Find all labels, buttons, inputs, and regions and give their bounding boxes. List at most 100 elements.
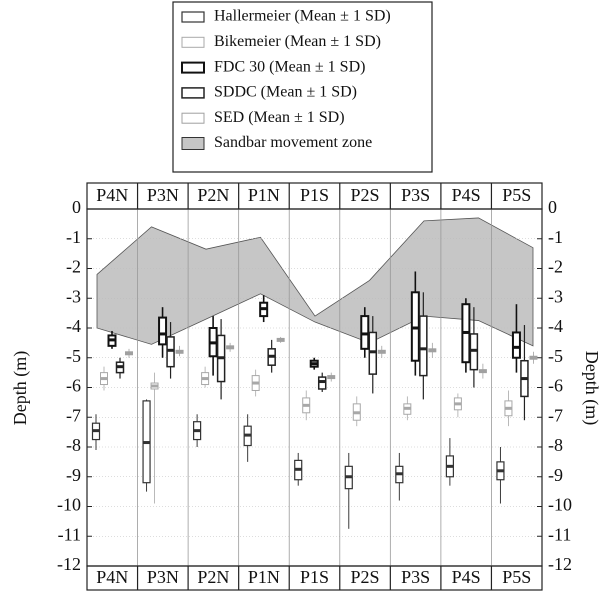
category-label-bottom: P2N: [197, 567, 229, 587]
box: [511, 331, 521, 359]
category-label-top: P3S: [401, 185, 430, 205]
box-plot: [317, 372, 327, 392]
y2-tick-label: -8: [548, 435, 563, 455]
category-label-bottom: P5S: [502, 567, 531, 587]
box-plot: [91, 414, 101, 450]
legend-label: Hallermeier (Mean ± 1 SD): [214, 8, 391, 25]
box-plot: [445, 438, 454, 486]
legend-label: Bikemeier (Mean ± 1 SD): [214, 33, 381, 50]
box-plot: [504, 390, 513, 427]
box-plot: [529, 351, 538, 364]
y-tick-label: 0: [72, 197, 81, 217]
box-plot: [243, 414, 252, 462]
y2-tick-label: -6: [548, 376, 563, 396]
legend-label: FDC 30 (Mean ± 1 SD): [214, 58, 365, 75]
box-plot: [360, 307, 370, 358]
y-tick-label: -5: [66, 346, 81, 366]
box-plot: [193, 414, 202, 447]
category-label-top: P2S: [351, 185, 380, 205]
box-plot: [226, 342, 235, 352]
box-plot: [142, 399, 151, 492]
y-tick-label: -10: [57, 495, 81, 515]
category-label-top: P1S: [300, 185, 329, 205]
y-tick-label: -11: [58, 524, 81, 544]
y2-tick-label: -3: [548, 286, 563, 306]
box-plot: [368, 316, 378, 394]
box-plot: [478, 363, 487, 379]
legend-swatch: [181, 112, 205, 124]
box-plot: [395, 452, 404, 501]
y-tick-label: -3: [66, 286, 81, 306]
y2-tick-label: -2: [548, 257, 563, 277]
box-plot: [107, 330, 117, 349]
category-label-bottom: P2S: [351, 567, 380, 587]
legend-box: [172, 1, 433, 173]
box-plot: [259, 295, 269, 323]
box-plot: [201, 366, 210, 388]
legend-label: SDDC (Mean ± 1 SD): [214, 84, 357, 101]
y-tick-label: -1: [66, 227, 81, 247]
category-label-bottom: P4N: [96, 567, 128, 587]
box-plot: [377, 345, 386, 358]
box-plot: [100, 366, 108, 391]
box-plot: [115, 357, 125, 379]
category-label-top: P4N: [96, 185, 128, 205]
y-tick-label: -7: [66, 405, 81, 425]
category-label-top: P1N: [248, 185, 280, 205]
category-label-top: P3N: [147, 185, 179, 205]
y-tick-label: -6: [66, 376, 81, 396]
box-plot: [428, 342, 437, 358]
box-plot: [352, 396, 361, 427]
box-plot: [344, 452, 353, 529]
box-plot: [302, 390, 311, 421]
legend-label: Sandbar movement zone: [214, 134, 372, 151]
box-plot: [216, 319, 226, 400]
y-tick-label: -12: [57, 554, 81, 574]
y2-tick-label: -12: [548, 554, 572, 574]
legend-swatch: [181, 11, 205, 23]
box-plot: [403, 396, 412, 421]
box-plot: [276, 336, 285, 343]
category-label-top: P5S: [502, 185, 531, 205]
box: [158, 316, 168, 346]
box-plot: [520, 325, 529, 421]
box-plot: [453, 393, 462, 418]
y-tick-label: -8: [66, 435, 81, 455]
box-plot: [267, 339, 276, 373]
box-plot: [469, 307, 479, 388]
y2-tick-label: 0: [548, 197, 557, 217]
y2-tick-label: -5: [548, 346, 563, 366]
category-label-bottom: P4S: [452, 567, 481, 587]
y-tick-label: -4: [66, 316, 81, 336]
category-label-bottom: P1S: [300, 567, 329, 587]
category-label-bottom: P3S: [401, 567, 430, 587]
y2-tick-label: -4: [548, 316, 563, 336]
y2-tick-label: -7: [548, 405, 563, 425]
y-axis-label: Depth (m): [10, 351, 31, 425]
category-label-top: P2N: [197, 185, 229, 205]
box-plot: [158, 307, 168, 358]
box-plot: [251, 369, 260, 397]
box-plot: [208, 316, 218, 376]
y2-tick-label: -11: [548, 524, 571, 544]
legend-swatch: [181, 61, 205, 74]
box-plot: [410, 271, 420, 376]
category-label-top: P4S: [452, 185, 481, 205]
box: [419, 315, 428, 377]
plot-frame: [86, 208, 543, 567]
legend-swatch: [181, 87, 205, 99]
box-plot: [175, 345, 184, 357]
box-plot: [419, 292, 428, 400]
category-label-bottom: P3N: [147, 567, 179, 587]
box-plot: [150, 372, 159, 504]
legend-label: SED (Mean ± 1 SD): [214, 109, 345, 126]
box-plot: [511, 304, 521, 373]
y-tick-label: -2: [66, 257, 81, 277]
legend-swatch: [181, 36, 205, 48]
box-plot: [496, 447, 505, 504]
y2-tick-label: -1: [548, 227, 563, 247]
box-plot: [327, 372, 336, 382]
box-plot: [125, 348, 133, 358]
